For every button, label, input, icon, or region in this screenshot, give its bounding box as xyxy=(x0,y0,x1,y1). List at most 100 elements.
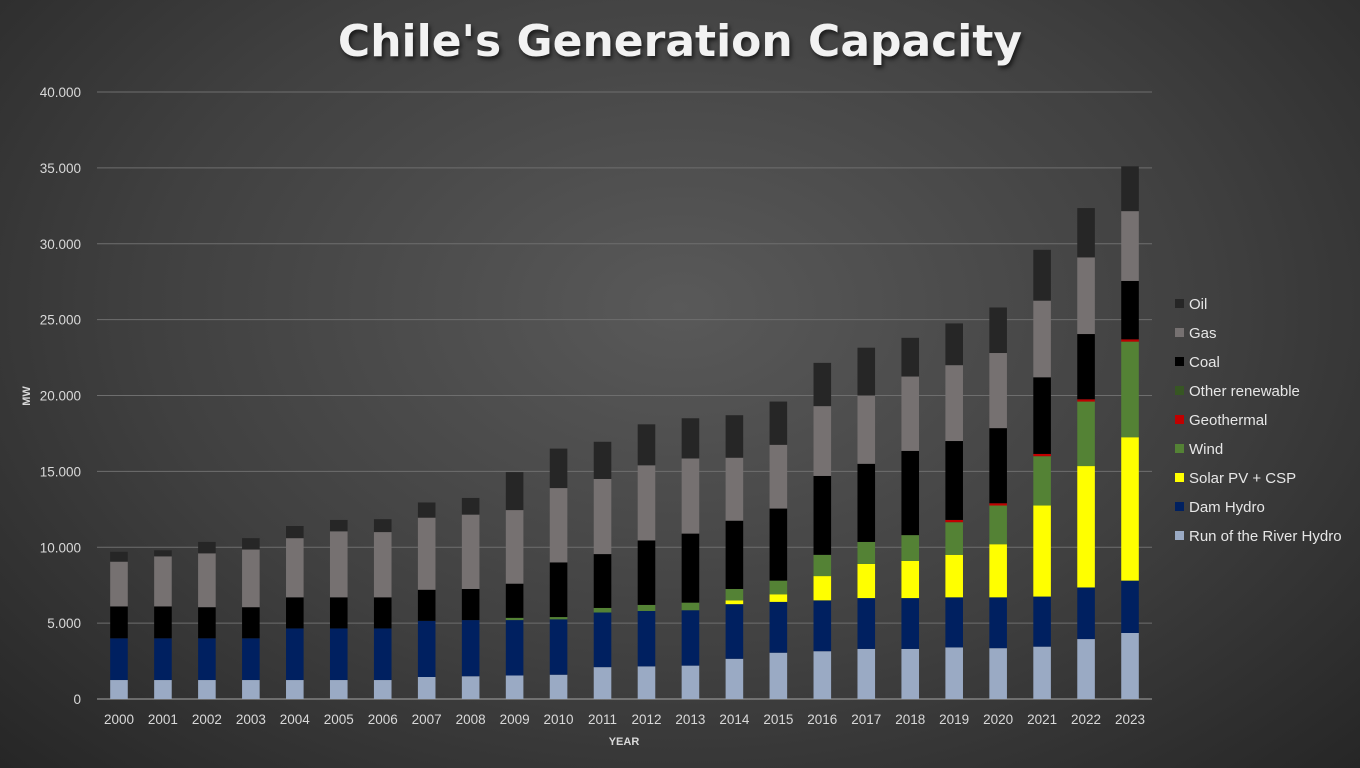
y-tick-label: 15.000 xyxy=(40,464,81,479)
bar-segment xyxy=(681,418,700,459)
legend-swatch xyxy=(1175,415,1184,424)
bar-segment xyxy=(593,612,612,668)
legend-label: Solar PV + CSP xyxy=(1189,470,1296,487)
bar-segment xyxy=(329,680,348,699)
bar-segment xyxy=(989,428,1007,504)
x-tick-label: 2016 xyxy=(807,712,837,727)
bar-segment xyxy=(154,606,172,639)
legend-label: Dam Hydro xyxy=(1189,499,1265,516)
x-tick-label: 2000 xyxy=(104,712,134,727)
legend-label: Run of the River Hydro xyxy=(1189,528,1342,545)
legend-swatch xyxy=(1175,473,1184,482)
legend-swatch xyxy=(1175,531,1184,540)
y-tick-label: 30.000 xyxy=(40,237,81,252)
bar-segment xyxy=(505,583,524,618)
bar-segment xyxy=(945,522,963,555)
bar-segment xyxy=(813,475,832,555)
bar-segment xyxy=(1121,580,1139,633)
bar-segment xyxy=(945,365,963,442)
legend-label: Geothermal xyxy=(1189,412,1267,429)
bar-segment xyxy=(813,554,832,577)
bar-segment xyxy=(1077,208,1095,258)
bar-segment xyxy=(681,602,700,611)
bar-segment xyxy=(417,502,436,518)
bar-segment xyxy=(945,647,963,699)
bar-segment xyxy=(198,607,216,639)
bar-segment xyxy=(373,628,392,681)
bar-segment xyxy=(945,441,963,520)
bar-segment xyxy=(461,620,480,677)
bar-segment xyxy=(417,620,436,677)
bar-segment xyxy=(505,617,524,621)
bar-segment xyxy=(549,562,568,618)
y-tick-label: 40.000 xyxy=(40,85,81,100)
bar-segment xyxy=(110,638,128,681)
bar-segment xyxy=(154,550,172,557)
bar-segment xyxy=(286,526,304,539)
y-tick-label: 0 xyxy=(73,692,81,707)
bar-segment xyxy=(681,533,700,603)
bar-segment xyxy=(637,666,656,699)
x-tick-label: 2006 xyxy=(368,712,398,727)
bar-segment xyxy=(769,401,788,445)
bar-segment xyxy=(725,588,744,601)
bar-segment xyxy=(373,519,392,533)
bar-segment xyxy=(1077,639,1095,699)
bar-segment xyxy=(417,517,436,590)
bar-segment xyxy=(1033,249,1051,301)
bar-segment xyxy=(989,505,1007,545)
bar-segment xyxy=(1121,341,1139,438)
bar-segment xyxy=(857,598,876,649)
bar-segment xyxy=(593,478,612,555)
legend-swatch xyxy=(1175,357,1184,366)
bar-segment xyxy=(813,362,832,407)
bar-segment xyxy=(286,628,304,681)
bar-segment xyxy=(989,353,1007,429)
bar-segment xyxy=(945,519,963,523)
x-tick-label: 2018 xyxy=(895,712,925,727)
bar-segment xyxy=(461,497,480,515)
bar-segment xyxy=(813,651,832,699)
x-tick-label: 2022 xyxy=(1071,712,1101,727)
bar-segment xyxy=(857,541,876,564)
bar-segment xyxy=(1077,466,1095,588)
bar-segment xyxy=(549,674,568,699)
x-tick-label: 2023 xyxy=(1115,712,1145,727)
bar-segment xyxy=(110,551,128,562)
bar-segment xyxy=(549,488,568,563)
bar-segment xyxy=(945,323,963,366)
bar-segment xyxy=(198,680,216,699)
bar-segment xyxy=(461,514,480,589)
y-tick-label: 5.000 xyxy=(47,616,81,631)
bar-segment xyxy=(945,597,963,648)
bar-segment xyxy=(373,597,392,629)
bar-segment xyxy=(1033,505,1051,597)
bar-segment xyxy=(242,538,260,550)
bar-segment xyxy=(286,597,304,629)
bar-segment xyxy=(593,607,612,613)
bar-segment xyxy=(945,554,963,598)
x-tick-label: 2008 xyxy=(456,712,486,727)
x-tick-label: 2014 xyxy=(719,712,750,727)
legend-label: Gas xyxy=(1189,325,1217,342)
bar-segment xyxy=(1121,437,1139,581)
legend-label: Wind xyxy=(1189,441,1223,458)
bar-segment xyxy=(505,620,524,676)
legend: Oil Gas Coal Other renewable Geothermal Wind S… xyxy=(1175,296,1342,545)
bar-segment xyxy=(637,424,656,466)
bar-segment xyxy=(373,532,392,598)
bar-segment xyxy=(1077,399,1095,402)
bar-segment xyxy=(549,617,568,620)
bar-segment xyxy=(110,680,128,699)
bar-segment xyxy=(725,600,744,605)
gridlines xyxy=(97,91,1152,700)
legend-label: Other renewable xyxy=(1189,383,1300,400)
bar-segment xyxy=(1033,453,1051,457)
bar-segment xyxy=(725,520,744,589)
bar-segment xyxy=(725,604,744,659)
bar-segment xyxy=(857,463,876,542)
bar-segment xyxy=(813,406,832,476)
bar-segment xyxy=(198,541,216,554)
bar-segment xyxy=(901,376,920,451)
x-tick-label: 2013 xyxy=(675,712,705,727)
